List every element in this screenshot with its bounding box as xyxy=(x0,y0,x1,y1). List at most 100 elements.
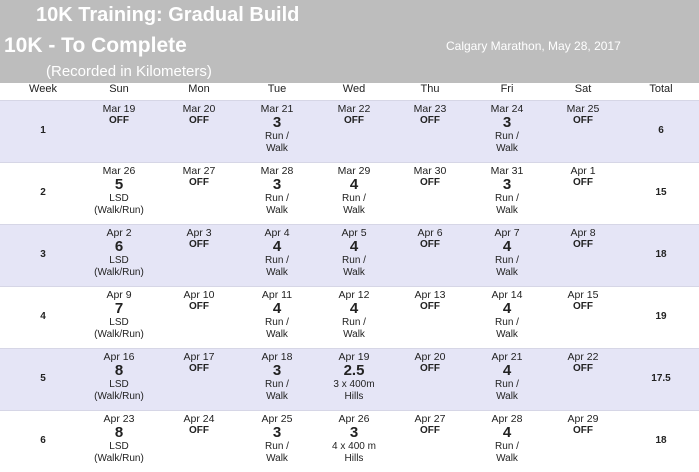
day-distance: OFF xyxy=(573,301,593,312)
day-date: Apr 13 xyxy=(414,289,446,301)
day-date: Apr 2 xyxy=(106,227,132,239)
day-cell: Mar 29 4 Run / Walk xyxy=(313,165,395,216)
day-cell: Mar 24 3 Run / Walk xyxy=(466,103,548,154)
day-distance: 4 xyxy=(349,238,359,255)
day-distance: OFF xyxy=(109,115,129,126)
day-date: Apr 1 xyxy=(570,165,596,177)
day-date: Mar 31 xyxy=(490,165,524,177)
day-date: Mar 21 xyxy=(260,103,294,115)
day-note: Walk xyxy=(496,266,518,278)
week-row: 6 Apr 23 8 LSD (Walk/Run) Apr 24 OFF Apr 25 3 Run… xyxy=(0,410,699,472)
day-cell: Apr 24 OFF xyxy=(158,413,240,436)
day-cell: Apr 15 OFF xyxy=(542,289,624,312)
day-note: (Walk/Run) xyxy=(94,390,144,402)
day-cell: Apr 18 3 Run / Walk xyxy=(236,351,318,402)
day-note: Walk xyxy=(266,204,288,216)
week-number: 5 xyxy=(40,373,46,384)
day-note: LSD xyxy=(109,317,129,328)
week-total: 18 xyxy=(655,435,667,446)
week-row: 3 Apr 2 6 LSD (Walk/Run) Apr 3 OFF Apr 4 4 Run / W… xyxy=(0,224,699,286)
day-date: Apr 12 xyxy=(338,289,370,301)
day-note: Walk xyxy=(266,328,288,340)
day-cell: Apr 28 4 Run / Walk xyxy=(466,413,548,464)
header-total: Total xyxy=(649,83,673,95)
day-note: Hills xyxy=(344,452,364,464)
column-headers: Week Sun Mon Tue Wed Thu Fri Sat Total xyxy=(0,83,699,99)
day-note: Run / xyxy=(342,317,366,328)
day-note: Run / xyxy=(495,379,519,390)
day-distance: OFF xyxy=(344,115,364,126)
day-distance: OFF xyxy=(420,239,440,250)
title-banner: 10K Training: Gradual Build 10K - To Com… xyxy=(0,0,699,83)
day-cell: Apr 10 OFF xyxy=(158,289,240,312)
day-note: Run / xyxy=(265,379,289,390)
week-number: 1 xyxy=(40,125,46,136)
day-distance: 4 xyxy=(349,300,359,317)
day-date: Mar 30 xyxy=(413,165,447,177)
day-cell: Apr 26 3 4 x 400 m Hills xyxy=(313,413,395,464)
day-date: Apr 10 xyxy=(183,289,215,301)
day-note: Walk xyxy=(266,142,288,154)
day-date: Apr 25 xyxy=(261,413,293,425)
day-date: Mar 25 xyxy=(566,103,600,115)
day-note: Run / xyxy=(265,441,289,452)
day-cell: Apr 6 OFF xyxy=(389,227,471,250)
day-cell: Apr 2 6 LSD (Walk/Run) xyxy=(78,227,160,278)
week-number: 2 xyxy=(40,187,46,198)
day-note: Walk xyxy=(496,390,518,402)
day-date: Apr 27 xyxy=(414,413,446,425)
day-date: Apr 20 xyxy=(414,351,446,363)
day-distance: 3 xyxy=(272,424,282,441)
day-date: Apr 11 xyxy=(261,289,293,301)
day-date: Apr 4 xyxy=(264,227,290,239)
day-date: Mar 22 xyxy=(337,103,371,115)
day-date: Apr 5 xyxy=(341,227,367,239)
day-distance: OFF xyxy=(189,363,209,374)
day-note: Walk xyxy=(496,328,518,340)
day-distance: 3 xyxy=(272,362,282,379)
day-note: Hills xyxy=(344,390,364,402)
event-name: Calgary Marathon, May 28, 2017 xyxy=(446,39,621,53)
day-note: Run / xyxy=(495,255,519,266)
day-cell: Mar 26 5 LSD (Walk/Run) xyxy=(78,165,160,216)
day-date: Apr 6 xyxy=(417,227,443,239)
day-date: Apr 18 xyxy=(261,351,293,363)
day-date: Mar 20 xyxy=(182,103,216,115)
day-cell: Apr 5 4 Run / Walk xyxy=(313,227,395,278)
day-distance: 5 xyxy=(114,176,124,193)
day-date: Mar 29 xyxy=(337,165,371,177)
day-distance: OFF xyxy=(420,301,440,312)
day-distance: 3 xyxy=(502,176,512,193)
day-cell: Apr 14 4 Run / Walk xyxy=(466,289,548,340)
day-distance: 7 xyxy=(114,300,124,317)
day-cell: Apr 25 3 Run / Walk xyxy=(236,413,318,464)
day-cell: Apr 29 OFF xyxy=(542,413,624,436)
day-cell: Apr 16 8 LSD (Walk/Run) xyxy=(78,351,160,402)
day-date: Apr 8 xyxy=(570,227,596,239)
day-date: Apr 26 xyxy=(338,413,370,425)
day-date: Apr 22 xyxy=(567,351,599,363)
day-distance: 4 xyxy=(272,238,282,255)
header-week: Week xyxy=(29,83,57,95)
day-cell: Apr 1 OFF xyxy=(542,165,624,188)
day-note: Run / xyxy=(265,255,289,266)
day-cell: Apr 23 8 LSD (Walk/Run) xyxy=(78,413,160,464)
day-date: Apr 7 xyxy=(494,227,520,239)
day-distance: OFF xyxy=(420,425,440,436)
day-date: Apr 16 xyxy=(103,351,135,363)
day-distance: 4 xyxy=(502,362,512,379)
day-distance: OFF xyxy=(573,239,593,250)
day-note: Walk xyxy=(343,328,365,340)
day-date: Mar 19 xyxy=(102,103,136,115)
day-cell: Apr 20 OFF xyxy=(389,351,471,374)
day-note: Run / xyxy=(265,193,289,204)
day-distance: 3 xyxy=(349,424,359,441)
day-distance: 3 xyxy=(272,176,282,193)
day-date: Apr 28 xyxy=(491,413,523,425)
day-distance: OFF xyxy=(573,363,593,374)
header-sat: Sat xyxy=(574,83,592,95)
day-distance: OFF xyxy=(189,425,209,436)
header-tue: Tue xyxy=(267,83,287,95)
day-note: Run / xyxy=(342,193,366,204)
week-total: 19 xyxy=(655,311,667,322)
